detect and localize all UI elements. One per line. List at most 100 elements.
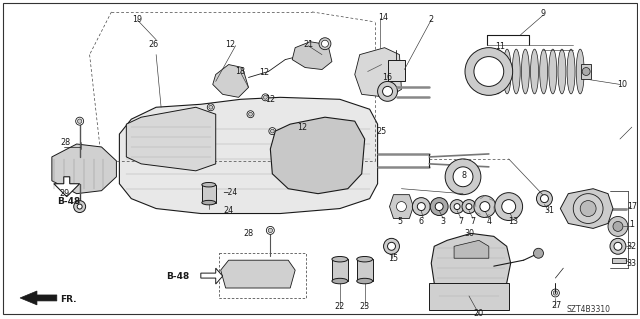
Text: 32: 32 xyxy=(627,242,637,251)
Ellipse shape xyxy=(202,200,216,205)
Circle shape xyxy=(209,105,212,109)
Circle shape xyxy=(480,202,490,211)
Polygon shape xyxy=(561,189,613,228)
Text: 28: 28 xyxy=(61,137,71,146)
Polygon shape xyxy=(390,195,413,219)
Polygon shape xyxy=(221,260,295,288)
Circle shape xyxy=(613,221,623,231)
Text: ─24: ─24 xyxy=(223,188,237,197)
Ellipse shape xyxy=(567,49,575,94)
Circle shape xyxy=(412,198,430,216)
Text: SZT4B3310: SZT4B3310 xyxy=(566,305,610,314)
Circle shape xyxy=(454,204,460,210)
Circle shape xyxy=(77,204,82,209)
Text: 12: 12 xyxy=(266,95,275,104)
Text: 17: 17 xyxy=(627,202,637,211)
Circle shape xyxy=(462,200,476,213)
Text: 23: 23 xyxy=(360,302,370,311)
Ellipse shape xyxy=(494,49,502,94)
Text: 15: 15 xyxy=(388,254,399,263)
Text: 16: 16 xyxy=(383,73,392,82)
Text: 26: 26 xyxy=(148,40,158,49)
Circle shape xyxy=(582,68,590,76)
Polygon shape xyxy=(431,234,511,296)
Circle shape xyxy=(248,112,252,116)
Polygon shape xyxy=(54,177,79,197)
Polygon shape xyxy=(52,144,116,194)
Ellipse shape xyxy=(512,49,520,94)
Text: 29: 29 xyxy=(60,189,70,198)
Bar xyxy=(612,258,626,263)
Circle shape xyxy=(264,95,268,99)
Polygon shape xyxy=(120,97,378,213)
Ellipse shape xyxy=(356,278,372,284)
Polygon shape xyxy=(126,107,216,171)
Bar xyxy=(202,185,216,203)
Text: 6: 6 xyxy=(419,217,424,226)
Ellipse shape xyxy=(522,49,529,94)
Polygon shape xyxy=(20,291,57,305)
Text: 10: 10 xyxy=(617,80,627,89)
Text: 28: 28 xyxy=(243,229,253,238)
Circle shape xyxy=(608,217,628,236)
Circle shape xyxy=(378,81,397,101)
Circle shape xyxy=(453,167,473,187)
Text: 4: 4 xyxy=(486,217,492,226)
Ellipse shape xyxy=(202,182,216,187)
Polygon shape xyxy=(201,268,223,284)
Text: 20: 20 xyxy=(474,309,484,318)
Text: 24: 24 xyxy=(223,206,234,215)
Ellipse shape xyxy=(332,278,348,284)
Text: 19: 19 xyxy=(132,15,142,24)
Circle shape xyxy=(417,203,425,211)
Polygon shape xyxy=(270,117,365,194)
Text: FR.: FR. xyxy=(60,295,76,304)
Text: 9: 9 xyxy=(541,9,546,19)
Circle shape xyxy=(321,40,328,47)
Polygon shape xyxy=(212,64,248,97)
Circle shape xyxy=(495,193,523,220)
Circle shape xyxy=(502,200,516,213)
Circle shape xyxy=(610,238,626,254)
Text: B-48: B-48 xyxy=(166,271,189,281)
Circle shape xyxy=(536,191,552,207)
Circle shape xyxy=(271,129,275,133)
Bar xyxy=(581,63,591,79)
Text: 21: 21 xyxy=(303,40,313,49)
Circle shape xyxy=(247,111,254,118)
Circle shape xyxy=(388,242,396,250)
Circle shape xyxy=(534,248,543,258)
Circle shape xyxy=(76,117,84,125)
Polygon shape xyxy=(454,240,489,258)
Circle shape xyxy=(396,202,406,211)
Circle shape xyxy=(445,159,481,195)
Polygon shape xyxy=(429,283,509,310)
Circle shape xyxy=(77,119,82,123)
Circle shape xyxy=(580,201,596,217)
Text: 5: 5 xyxy=(397,217,402,226)
Circle shape xyxy=(74,201,86,212)
Bar xyxy=(356,259,372,281)
Text: 12: 12 xyxy=(259,68,269,77)
Circle shape xyxy=(207,104,214,111)
Text: 33: 33 xyxy=(627,259,637,268)
Ellipse shape xyxy=(576,49,584,94)
Ellipse shape xyxy=(549,49,557,94)
Ellipse shape xyxy=(531,49,538,94)
Ellipse shape xyxy=(485,49,493,94)
Text: 12: 12 xyxy=(225,40,236,49)
Circle shape xyxy=(553,291,557,295)
Text: 12: 12 xyxy=(297,122,307,132)
Text: 14: 14 xyxy=(379,13,388,22)
Circle shape xyxy=(552,289,559,297)
Text: 30: 30 xyxy=(464,229,474,238)
Bar xyxy=(219,253,306,298)
Text: 1: 1 xyxy=(629,220,634,229)
Circle shape xyxy=(450,200,464,213)
Text: 7: 7 xyxy=(458,217,463,226)
Text: 2: 2 xyxy=(429,15,434,24)
Circle shape xyxy=(383,86,392,96)
Ellipse shape xyxy=(558,49,566,94)
Text: B-48: B-48 xyxy=(57,197,80,206)
Circle shape xyxy=(430,198,448,216)
